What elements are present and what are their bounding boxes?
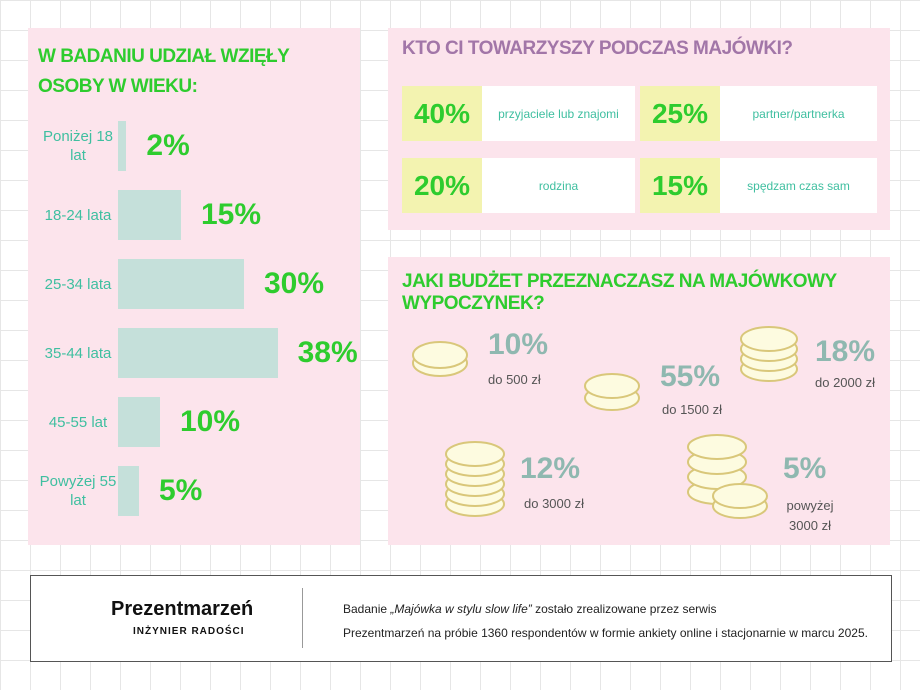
company-title: KTO CI TOWARZYSZY PODCZAS MAJÓWKI? — [402, 38, 793, 59]
coin-icon — [687, 434, 768, 519]
budget-label: do 500 zł — [488, 372, 541, 387]
company-value: 20% — [402, 158, 482, 213]
age-title: W BADANIU UDZIAŁ WZIĘŁY OSOBY W WIEKU: — [38, 46, 289, 97]
footer-line1: Badanie „Majówka w stylu slow life” zost… — [343, 602, 717, 616]
age-label: 45-55 lat — [48, 413, 108, 431]
budget-label: powyżej 3000 zł — [786, 498, 834, 533]
age-label: 18-24 lata — [44, 206, 112, 224]
age-bar — [118, 259, 244, 309]
company-value: 25% — [640, 86, 720, 141]
age-value: 15% — [201, 198, 262, 231]
coin-icon — [412, 341, 468, 377]
budget-value: 5% — [783, 452, 827, 485]
budget-title: JAKI BUDŻET PRZEZNACZASZ NA MAJÓWKOWY WY… — [402, 271, 837, 314]
company-value: 15% — [640, 158, 720, 213]
footer-italic: „Majówka w stylu slow life” — [390, 602, 532, 616]
budget-label: do 1500 zł — [662, 402, 722, 417]
company-label: rodzina — [482, 158, 635, 213]
age-bar — [118, 328, 278, 378]
coin-icon — [584, 373, 640, 411]
budget-value: 12% — [520, 452, 581, 485]
age-value: 5% — [159, 474, 203, 507]
budget-label: do 2000 zł — [815, 375, 875, 390]
age-value: 38% — [297, 336, 358, 369]
company-label: przyjaciele lub znajomi — [482, 86, 635, 141]
company-value: 40% — [402, 86, 482, 141]
age-label: 35-44 lata — [44, 344, 112, 362]
budget-label: do 3000 zł — [524, 496, 584, 511]
tagline: INŻYNIER RADOŚCI — [133, 626, 245, 637]
age-label: 25-34 lata — [44, 275, 112, 293]
age-label: Powyżej 55 lat — [39, 473, 117, 509]
coin-icon — [740, 326, 798, 382]
logo: Prezentmarzeń — [111, 598, 254, 620]
budget-value: 10% — [488, 328, 549, 361]
divider — [302, 588, 303, 648]
age-value: 10% — [180, 405, 241, 438]
budget-value: 18% — [815, 335, 876, 368]
footer-text: Badanie — [343, 602, 391, 616]
budget-value: 55% — [660, 360, 721, 393]
age-bar — [118, 121, 127, 171]
age-bar — [118, 190, 181, 240]
age-value: 30% — [264, 267, 325, 300]
age-value: 2% — [146, 129, 190, 162]
footer-line2: Prezentmarzeń na próbie 1360 respondentó… — [343, 626, 868, 640]
age-label: Poniżej 18 lat — [42, 128, 114, 164]
coin-icon — [445, 441, 505, 517]
company-label: spędzam czas sam — [720, 158, 877, 213]
footer: Prezentmarzeń INŻYNIER RADOŚCI Badanie „… — [30, 575, 892, 662]
footer-text: zostało zrealizowane przez serwis — [531, 602, 717, 616]
company-label: partner/partnerka — [720, 86, 877, 141]
age-bar — [118, 466, 139, 516]
age-bar — [118, 397, 160, 447]
